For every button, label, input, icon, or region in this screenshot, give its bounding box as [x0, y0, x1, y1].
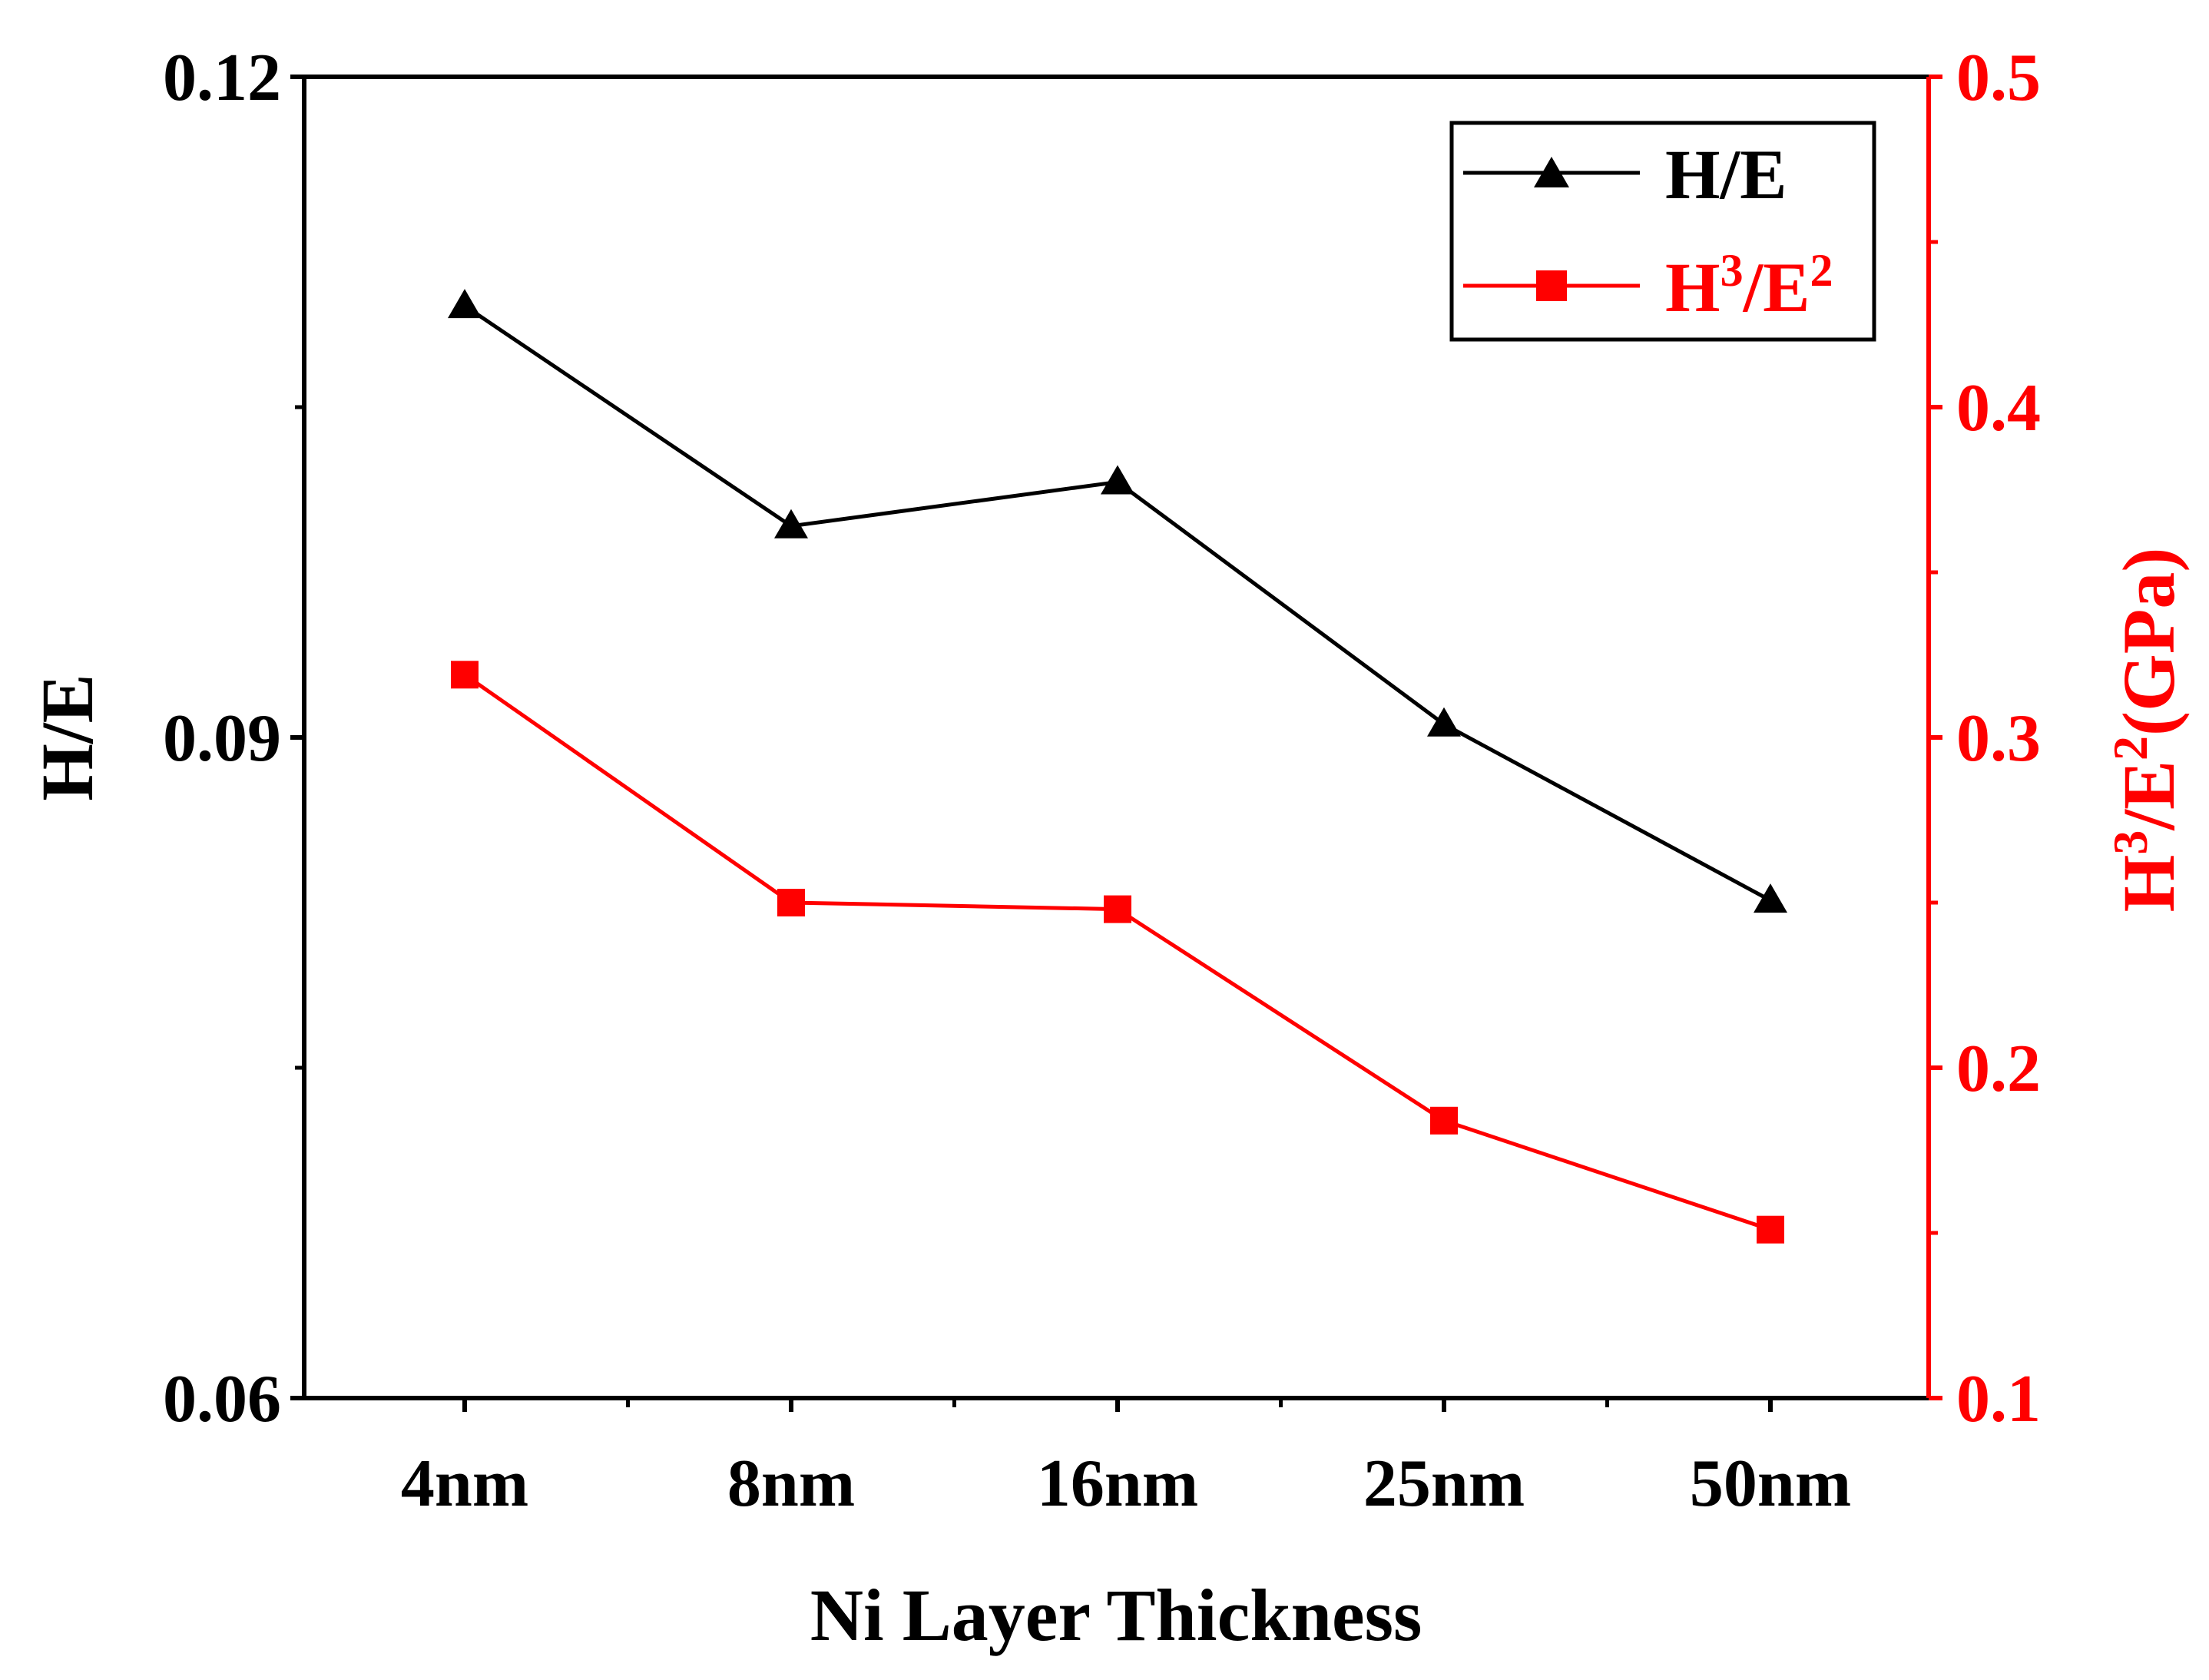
series-line-h3e2 [463, 673, 1771, 1232]
right-y-tick-label: 0.5 [1956, 41, 2041, 115]
legend-marker-square [1536, 270, 1567, 301]
left-y-tick-label: 0.09 [163, 701, 281, 776]
left-y-axis-title: H/E [26, 674, 108, 800]
data-point-he [774, 509, 808, 538]
left-y-tick-label: 0.12 [163, 41, 281, 115]
data-point-h3e2 [777, 889, 805, 916]
x-tick-label: 16nm [1037, 1446, 1198, 1521]
right-y-tick-label: 0.3 [1956, 701, 2041, 776]
data-point-h3e2 [1430, 1106, 1458, 1135]
right-y-tick-label: 0.1 [1956, 1362, 2041, 1436]
x-tick-label: 50nm [1690, 1446, 1851, 1521]
ticks-layer: 0.06 0.09 0.12 0.1 0.2 0.3 0.4 0.5 4nm 8nm 16nm 25n… [163, 41, 2041, 1521]
x-tick-label: 8nm [727, 1446, 855, 1521]
x-tick-label: 25nm [1363, 1446, 1525, 1521]
right-y-tick-label: 0.4 [1956, 371, 2041, 446]
right-y-tick-label: 0.2 [1956, 1032, 2041, 1106]
data-point-h3e2 [451, 661, 479, 689]
data-point-he [1754, 883, 1787, 913]
data-point-h3e2 [1757, 1215, 1784, 1244]
data-point-h3e2 [1104, 895, 1131, 923]
left-y-tick-label: 0.06 [163, 1362, 281, 1436]
x-tick-label: 4nm [401, 1446, 528, 1521]
x-axis-title: Ni Layer Thickness [810, 1574, 1422, 1656]
right-y-axis-title: H3/E2(GPa) [2103, 548, 2191, 913]
legend: H/E H3/E2 [1449, 121, 1876, 342]
legend-label-he: H/E [1665, 135, 1787, 214]
data-point-he [1427, 707, 1461, 737]
data-point-he [1101, 465, 1134, 495]
series-layer [448, 289, 1787, 1244]
legend-box [1449, 121, 1876, 342]
data-point-he [448, 289, 482, 319]
legend-label-h3e2: H3/E2 [1665, 245, 1833, 326]
legend-marker-triangle [1534, 157, 1569, 187]
